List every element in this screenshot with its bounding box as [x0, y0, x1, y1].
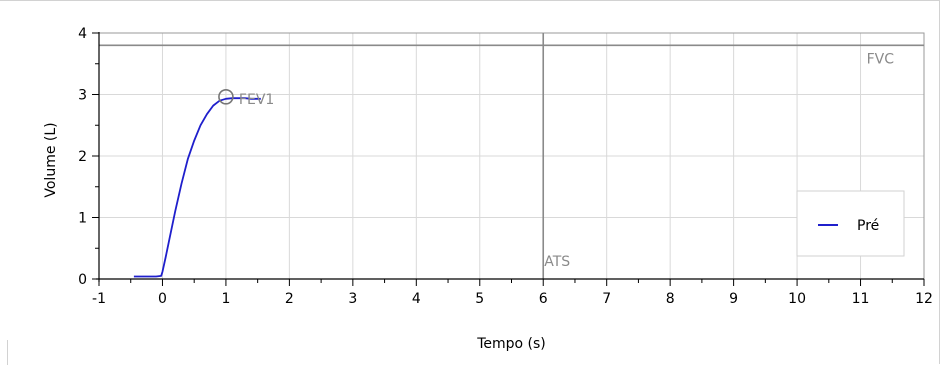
y-tick-label: 4 — [78, 26, 87, 42]
y-axis-title: Volume (L) — [43, 122, 59, 197]
frame-edge — [7, 340, 8, 365]
x-tick-label: 5 — [475, 291, 484, 307]
series-layer — [133, 97, 261, 278]
series-line-pre — [133, 97, 261, 278]
ats-label: ATS — [544, 254, 570, 270]
legend-label-pre: Pré — [857, 218, 879, 234]
x-tick-label: 10 — [788, 291, 806, 307]
x-tick-label: -1 — [92, 291, 106, 307]
x-tick-label: 4 — [412, 291, 421, 307]
fev1-marker — [218, 89, 234, 105]
y-tick-label: 0 — [78, 272, 87, 288]
x-tick-label: 11 — [852, 291, 870, 307]
legend: Pré — [796, 190, 905, 257]
y-tick-label: 2 — [78, 149, 87, 165]
x-tick-label: 6 — [539, 291, 548, 307]
y-tick-label: 3 — [78, 88, 87, 104]
fvc-label: FVC — [867, 51, 895, 67]
x-tick-label: 1 — [221, 291, 230, 307]
reference-lines — [99, 33, 924, 279]
x-tick-label: 7 — [602, 291, 611, 307]
labels-layer: FVC ATS FEV1 — [239, 51, 894, 270]
x-tick-label: 2 — [285, 291, 294, 307]
x-axis-title: Tempo (s) — [476, 336, 546, 352]
x-tick-label: 3 — [348, 291, 357, 307]
x-tick-label: 9 — [729, 291, 738, 307]
fev1-label: FEV1 — [239, 92, 274, 108]
legend-box — [796, 190, 905, 257]
x-tick-label: 8 — [666, 291, 675, 307]
markers-layer — [218, 89, 234, 105]
x-tick-label: 12 — [915, 291, 933, 307]
y-tick-label: 1 — [78, 211, 87, 227]
x-tick-label: 0 — [158, 291, 167, 307]
